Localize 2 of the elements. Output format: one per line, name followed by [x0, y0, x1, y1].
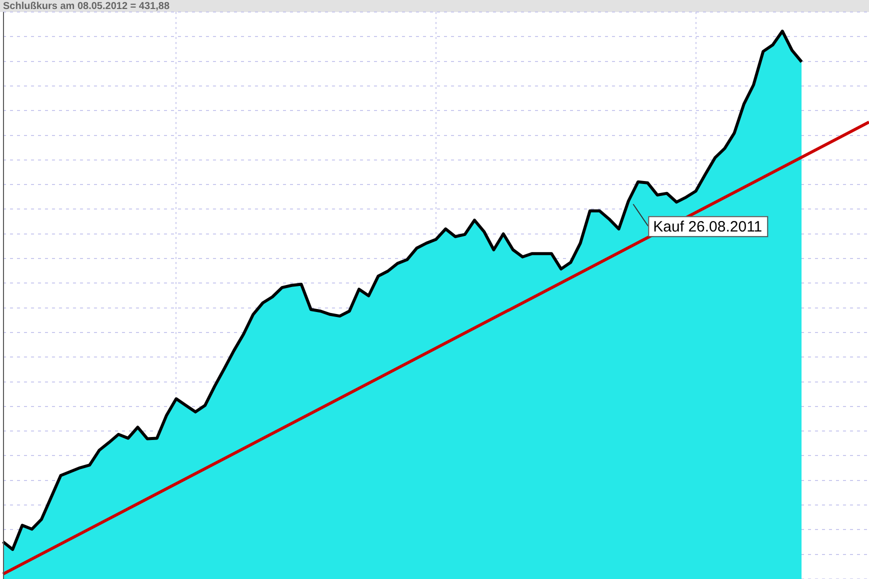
annotation: Kauf 26.08.2011 — [653, 218, 762, 236]
chart-title: Schlußkurs am 08.05.2012 = 431,88 — [3, 0, 170, 12]
